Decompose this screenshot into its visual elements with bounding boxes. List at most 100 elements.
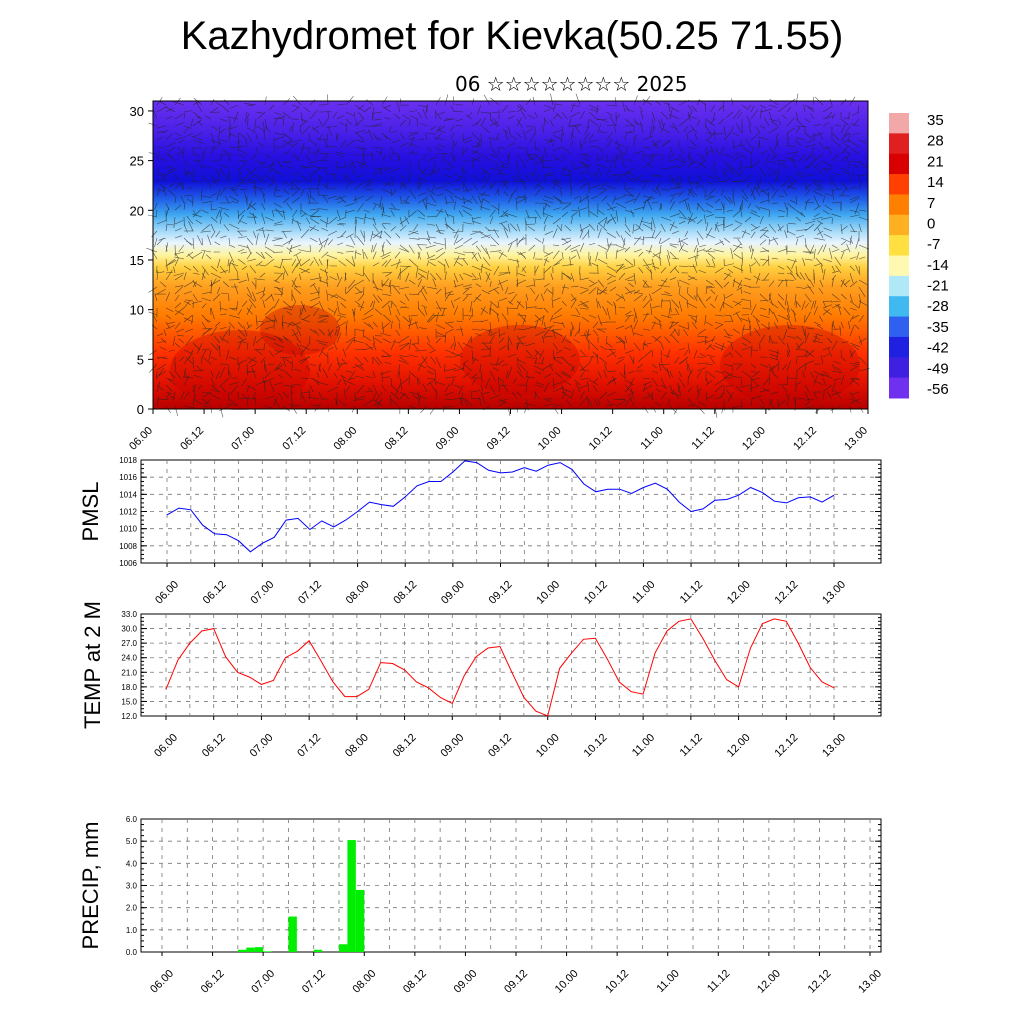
wind-vector (241, 174, 248, 184)
wind-vector (552, 217, 561, 225)
wind-vector (386, 239, 392, 246)
wind-vector (246, 363, 249, 376)
wind-vector (404, 216, 410, 225)
wind-vector (317, 381, 329, 386)
wind-vector (381, 260, 388, 267)
wind-vector (746, 104, 752, 111)
wind-vector (489, 139, 492, 147)
precip-bar (355, 889, 365, 952)
wind-vector (534, 265, 539, 274)
wind-vector (633, 258, 636, 267)
wind-vector (516, 300, 525, 309)
wind-vector (291, 301, 296, 309)
wind-vector (840, 278, 845, 288)
wind-vector (444, 237, 447, 250)
wind-vector (642, 178, 649, 190)
wind-vector (273, 220, 283, 225)
wind-vector (291, 106, 300, 113)
wind-vector (498, 359, 505, 365)
wind-vector (749, 325, 752, 337)
wind-vector (410, 314, 419, 317)
wind-vector (602, 306, 608, 316)
wind-vector (183, 110, 193, 113)
wind-vector (777, 223, 782, 232)
precip-bar (339, 944, 348, 952)
wind-vector (282, 209, 286, 220)
wind-vector (849, 342, 860, 347)
wind-vector (372, 251, 377, 260)
wind-vector (270, 160, 275, 170)
wind-vector (446, 328, 455, 333)
wind-vector (183, 112, 186, 120)
wind-vector (793, 310, 797, 323)
wind-vector (795, 93, 799, 106)
wind-vector (151, 249, 158, 260)
wind-vector (327, 111, 330, 119)
wind-vector (624, 230, 631, 237)
wind-vector (381, 254, 390, 260)
wind-vector (786, 106, 792, 113)
wind-vector (795, 335, 802, 341)
wind-vector (579, 153, 591, 158)
wind-vector (296, 326, 302, 337)
wind-vector (759, 398, 766, 406)
wind-vector (810, 300, 815, 310)
wind-vector (543, 202, 551, 208)
wind-vector (630, 324, 635, 337)
wind-vector (336, 251, 344, 254)
wind-vector (338, 400, 347, 407)
wind-vector (623, 340, 626, 351)
wind-vector (834, 256, 842, 267)
wind-vector (331, 172, 338, 183)
wind-vector (392, 139, 401, 144)
wind-vector (652, 153, 662, 157)
wind-vector (805, 201, 815, 204)
wind-vector (372, 223, 379, 233)
wind-vector (336, 103, 346, 106)
wind-vector (591, 262, 599, 267)
wind-vector (633, 294, 643, 302)
wind-vector (201, 314, 210, 323)
wind-vector (296, 338, 302, 344)
wind-vector (723, 372, 733, 379)
wind-vector (651, 221, 653, 232)
wind-vector (722, 219, 725, 232)
wind-vector (669, 320, 674, 330)
wind-vector (744, 216, 752, 223)
wind-vector (741, 104, 747, 109)
wind-vector (518, 312, 527, 323)
wind-vector (546, 139, 554, 144)
wind-vector (453, 178, 462, 183)
wind-vector (493, 118, 500, 127)
wind-vector (397, 272, 401, 280)
wind-vector (300, 120, 307, 127)
wind-vector (633, 312, 637, 323)
wind-vector (163, 186, 167, 197)
wind-vector (324, 268, 329, 281)
wind-vector (721, 405, 725, 414)
wind-vector (177, 335, 185, 337)
wind-vector (282, 188, 290, 195)
wind-vector (174, 258, 179, 267)
wind-vector (759, 174, 762, 184)
wind-vector (300, 391, 306, 403)
wind-vector (740, 298, 752, 302)
wind-vector (471, 216, 474, 225)
wind-vector (696, 181, 704, 189)
wind-vector (300, 229, 310, 239)
wind-vector (585, 165, 590, 176)
wind-vector (608, 377, 617, 383)
wind-vector (426, 254, 435, 260)
wind-vector (462, 272, 473, 278)
wind-vector (542, 206, 545, 218)
wind-vector (570, 314, 580, 317)
wind-vector (431, 181, 437, 192)
wind-vector (453, 174, 466, 179)
wind-vector (416, 118, 419, 127)
wind-vector (561, 286, 569, 289)
wind-vector (687, 159, 694, 169)
wind-vector (340, 302, 347, 309)
wind-vector (281, 314, 284, 327)
wind-vector (690, 125, 698, 134)
wind-vector (252, 231, 257, 239)
